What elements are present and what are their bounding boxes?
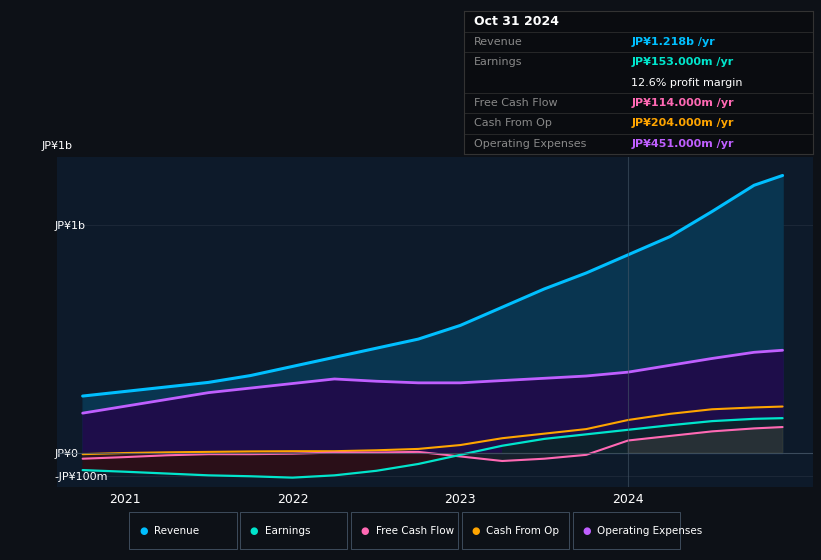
Text: Operating Expenses: Operating Expenses [598, 526, 703, 536]
Text: JP¥114.000m /yr: JP¥114.000m /yr [631, 98, 734, 108]
Text: Cash From Op: Cash From Op [475, 118, 553, 128]
Text: JP¥1.218b /yr: JP¥1.218b /yr [631, 37, 715, 47]
Text: Earnings: Earnings [264, 526, 310, 536]
Text: JP¥204.000m /yr: JP¥204.000m /yr [631, 118, 734, 128]
Text: 12.6% profit margin: 12.6% profit margin [631, 78, 743, 87]
Text: Revenue: Revenue [475, 37, 523, 47]
Text: Oct 31 2024: Oct 31 2024 [475, 15, 559, 28]
Text: ●: ● [139, 526, 148, 536]
Text: ●: ● [250, 526, 259, 536]
Text: ●: ● [471, 526, 480, 536]
Text: Free Cash Flow: Free Cash Flow [475, 98, 558, 108]
Text: JP¥1b: JP¥1b [41, 141, 72, 151]
Text: Free Cash Flow: Free Cash Flow [376, 526, 454, 536]
Text: ●: ● [360, 526, 369, 536]
Text: ●: ● [582, 526, 591, 536]
Text: JP¥153.000m /yr: JP¥153.000m /yr [631, 57, 734, 67]
Text: Operating Expenses: Operating Expenses [475, 139, 587, 149]
Text: Earnings: Earnings [475, 57, 523, 67]
Text: JP¥451.000m /yr: JP¥451.000m /yr [631, 139, 734, 149]
Text: Cash From Op: Cash From Op [487, 526, 559, 536]
Text: Revenue: Revenue [154, 526, 199, 536]
